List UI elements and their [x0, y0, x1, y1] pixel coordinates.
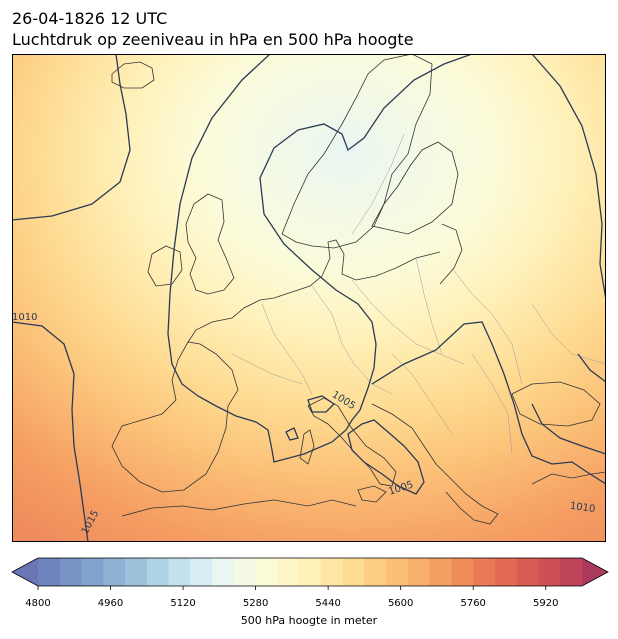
colorbar-segment	[190, 558, 213, 586]
country-borders	[231, 133, 606, 455]
colorbar-tick-label: 5280	[243, 598, 268, 609]
colorbar-segment	[81, 558, 104, 586]
colorbar-segment	[560, 558, 583, 586]
colorbar-tick-label: 5760	[460, 598, 485, 609]
colorbar-tick-label: 5440	[315, 598, 340, 609]
map-datetime: 26-04-1826 12 UTC	[12, 9, 168, 28]
isobar-label: 1010	[12, 312, 37, 323]
colorbar-segment	[59, 558, 82, 586]
colorbar-max-extend	[582, 558, 608, 586]
colorbar-segment	[146, 558, 169, 586]
colorbar-tick-label: 5120	[170, 598, 195, 609]
colorbar-label: 500 hPa hoogte in meter	[240, 614, 378, 627]
colorbar-min-extend	[12, 558, 38, 586]
colorbar-segment	[494, 558, 518, 586]
isobar-label: 1010	[569, 501, 596, 515]
colorbar-segment	[277, 558, 300, 586]
map-title: Luchtdruk op zeeniveau in hPa en 500 hPa…	[12, 30, 414, 49]
colorbar-tick-label: 5600	[388, 598, 413, 609]
colorbar-segment	[233, 558, 256, 586]
coastlines	[111, 54, 606, 525]
colorbar-segment	[516, 558, 539, 586]
colorbar-segment	[342, 558, 365, 586]
colorbar-segment	[538, 558, 561, 586]
colorbar-segment	[386, 558, 409, 586]
colorbar-segment	[125, 558, 148, 586]
colorbar-segment	[299, 558, 322, 586]
colorbar-segment	[451, 558, 474, 586]
colorbar-segment	[38, 558, 61, 586]
colorbar-segment	[212, 558, 235, 586]
colorbar-segment	[103, 558, 126, 586]
map-frame	[12, 54, 606, 542]
colorbar-segment	[407, 558, 431, 586]
colorbar-segment	[255, 558, 278, 586]
colorbar-tick-label: 4960	[98, 598, 123, 609]
colorbar-segment	[364, 558, 387, 586]
colorbar-segment	[473, 558, 496, 586]
weather-map: 1015 1005 1005 1010 1010	[12, 54, 606, 542]
colorbar-tick-label: 4800	[25, 598, 50, 609]
isobars	[12, 54, 606, 542]
colorbar-segment	[320, 558, 344, 586]
colorbar-segment	[168, 558, 191, 586]
colorbar-tick-label: 5920	[533, 598, 558, 609]
colorbar: 4800 4960 5120 5280 5440 5600 5760 5920	[11, 557, 609, 609]
colorbar-segment	[429, 558, 452, 586]
